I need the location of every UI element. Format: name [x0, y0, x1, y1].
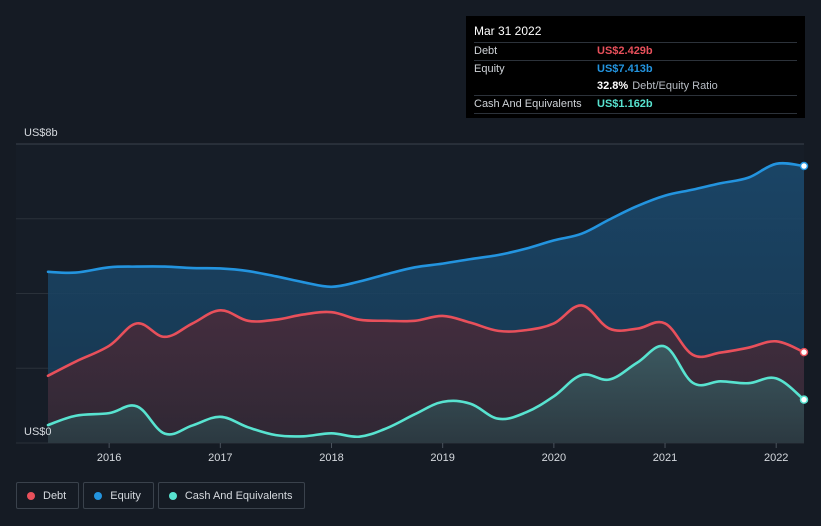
legend-dot-cash [168, 491, 177, 500]
legend-label-debt: Debt [43, 489, 67, 502]
tooltip-debt-value: US$2.429b [597, 45, 653, 57]
tooltip-cash-value: US$1.162b [597, 98, 653, 110]
legend-label-cash: Cash And Equivalents [184, 489, 293, 502]
legend-dot-equity [94, 491, 103, 500]
tooltip-equity-label: Equity [474, 63, 505, 75]
series-endpoint-equity [799, 161, 809, 171]
series-lines [46, 161, 806, 439]
chart-legend: Debt Equity Cash And Equivalents [16, 482, 306, 509]
x-axis-ticks: 2016 2017 2018 2019 2020 2021 2022 [97, 443, 788, 464]
series-endpoint-cash-and-equivalents [799, 395, 809, 404]
legend-item-cash[interactable]: Cash And Equivalents [157, 482, 306, 509]
legend-item-debt[interactable]: Debt [16, 482, 80, 509]
tooltip-date: Mar 31 2022 [474, 24, 542, 38]
series-line-equity [46, 161, 806, 289]
series-line-debt [46, 304, 806, 378]
x-tick-label: 2021 [653, 452, 677, 464]
legend-item-equity[interactable]: Equity [83, 482, 154, 509]
tooltip-ratio-label-spacer [474, 78, 597, 95]
tooltip-equity-value: US$7.413b [597, 63, 653, 75]
tooltip-ratio-value: 32.8% [597, 80, 629, 92]
x-tick-label: 2016 [97, 452, 121, 464]
x-tick-label: 2020 [542, 452, 566, 464]
x-tick-label: 2022 [764, 452, 788, 464]
tooltip-row-debt: Debt US$2.429b [474, 42, 797, 60]
series-area-cash-and-equivalents [48, 345, 804, 443]
data-tooltip: Mar 31 2022 Debt US$2.429b Equity US$7.4… [466, 16, 805, 118]
tooltip-row-ratio: 32.8% Debt/Equity Ratio [474, 78, 797, 95]
y-axis-bottom-label: US$0 [24, 426, 52, 438]
tooltip-cash-label: Cash And Equivalents [474, 98, 582, 110]
x-tick-label: 2017 [208, 452, 232, 464]
x-tick-label: 2019 [430, 452, 454, 464]
series-endpoints [799, 161, 809, 404]
tooltip-debt-label: Debt [474, 45, 498, 57]
series-areas [48, 163, 804, 443]
legend-dot-debt [27, 491, 35, 500]
tooltip-row-equity: Equity US$7.413b [474, 60, 797, 78]
y-axis-top-label: US$8b [24, 127, 58, 139]
series-endpoint-debt [799, 347, 809, 357]
x-tick-label: 2018 [319, 452, 343, 464]
legend-label-equity: Equity [110, 489, 141, 502]
tooltip-ratio-suffix: Debt/Equity Ratio [632, 80, 718, 92]
series-line-cash-and-equivalents [46, 344, 806, 439]
tooltip-row-cash: Cash And Equivalents US$1.162b [474, 95, 797, 114]
